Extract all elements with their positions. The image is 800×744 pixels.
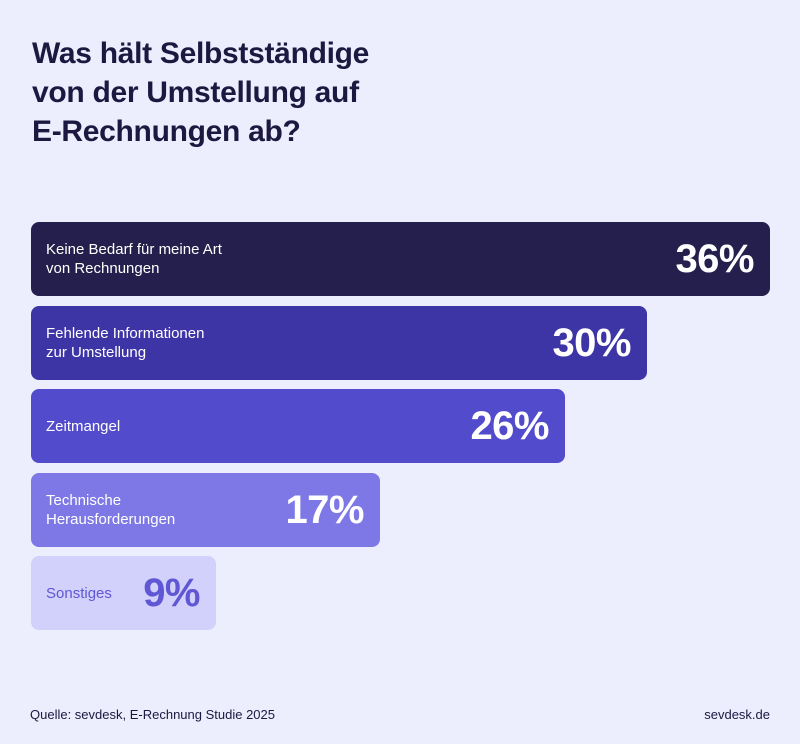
bar-3: Zeitmangel 26%	[31, 389, 565, 463]
brand-link[interactable]: sevdesk.de	[704, 707, 770, 722]
bar-label: Sonstiges	[46, 584, 112, 602]
bar-label: Fehlende Informationen zur Umstellung	[46, 325, 205, 361]
bar-value-label: 30%	[552, 321, 631, 365]
bar-value-label: 26%	[470, 404, 549, 448]
bar-1: Keine Bedarf für meine Art von Rechnunge…	[31, 222, 770, 296]
source-note: Quelle: sevdesk, E-Rechnung Studie 2025	[30, 707, 275, 722]
bar-4: Technische Herausforderungen 17%	[31, 473, 380, 547]
bar-value-label: 17%	[285, 488, 364, 532]
bar-value-label: 36%	[675, 237, 754, 281]
bar-label: Keine Bedarf für meine Art von Rechnunge…	[46, 241, 222, 277]
chart-title: Was hält Selbstständige von der Umstellu…	[32, 37, 370, 148]
bar-label: Technische Herausforderungen	[46, 492, 176, 528]
bar-2: Fehlende Informationen zur Umstellung 30%	[31, 306, 647, 380]
bar-5: Sonstiges 9%	[31, 556, 216, 630]
footer: Quelle: sevdesk, E-Rechnung Studie 2025 …	[30, 707, 770, 722]
bar-label: Zeitmangel	[46, 417, 121, 435]
bar-value-label: 9%	[143, 571, 200, 615]
